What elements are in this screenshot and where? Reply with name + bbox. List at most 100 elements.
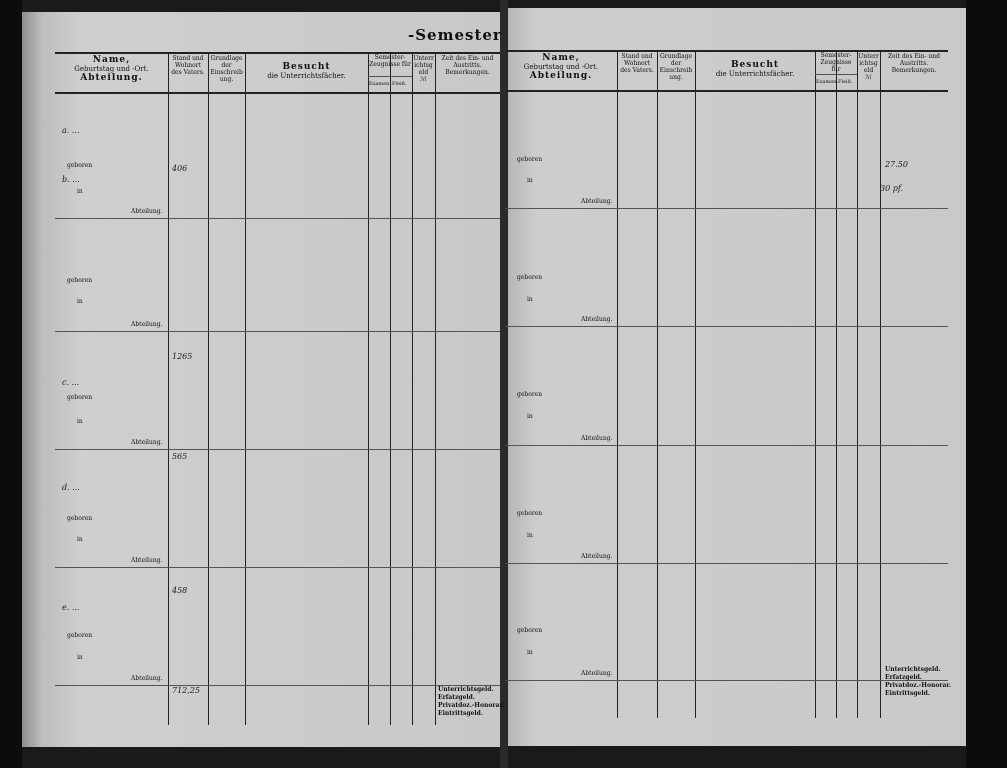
book-edge-right [966,0,1007,768]
left-column-rule [245,52,246,725]
left-section-rule [55,331,500,332]
right-header-grundlage: Grundlage der Einschreibung. [659,53,693,81]
handwritten-section-e: e. ... [62,603,80,612]
right-header-zeit: Zeit des Ein- und Austritts. Bemerkungen… [887,53,940,74]
handwritten-section-a: a. ... [62,126,80,135]
footer-fee-label: Unterrichtsgeld. [885,666,941,673]
header-unterricht-unit: ℳ [865,74,872,81]
right-row-dept-label: Abteilung. [581,553,613,560]
left-row-dept-label: Abteilung. [131,675,163,682]
left-column-rule [168,52,169,725]
handwritten-total: 458 [172,586,188,595]
right-column-rule [695,50,696,718]
right-row-born-label: geboren [517,274,543,281]
left-row-in-label: in [77,418,83,425]
handwritten-total: 1265 [172,352,193,361]
left-column-rule [435,52,436,725]
left-row-dept-label: Abteilung. [131,557,163,564]
right-row-born-label: geboren [517,156,543,163]
left-row-in-label: in [77,298,83,305]
footer-fee-label: Privatdoz.-Honorar. [438,702,505,709]
handwritten-section-b: b. ... [62,175,80,184]
left-column-rule [208,52,209,725]
left-row-dept-label: Abteilung. [131,321,163,328]
handwritten-section-d: d. ... [62,483,80,492]
right-row-born-label: geboren [517,510,543,517]
right-row-dept-label: Abteilung. [581,670,613,677]
right-footer-fees: Unterrichtsgeld. Erfatzgeld. Privatdoz.-Ho… [885,666,951,698]
right-section-rule [505,680,948,681]
right-row-in-label: in [527,649,533,656]
left-zeugnis-fleiss: Fleiß. [392,81,407,87]
footer-fee-label: Erfatzgeld. [438,694,475,701]
header-besucht2: die Unterrichtsfächer. [715,70,795,78]
footer-fee-label: Erfatzgeld. [885,674,922,681]
handwritten-total: 406 [172,164,188,173]
left-page [22,12,502,747]
footer-fee-label: Eintrittsgeld. [885,690,930,697]
right-row-in-label: in [527,413,533,420]
left-header-name: Name, Geburtstag und -Ort. Abteilung. [56,55,167,83]
right-section-rule [505,208,948,209]
right-row-in-label: in [527,532,533,539]
left-zeugnis-split [390,76,391,92]
right-column-rule [836,50,837,718]
right-column-rule [617,50,618,718]
right-row-dept-label: Abteilung. [581,198,613,205]
left-section-rule [55,218,500,219]
right-page [506,8,966,746]
right-column-rule [880,50,881,718]
left-row-born-label: geboren [67,515,93,522]
right-column-rule [657,50,658,718]
right-zeugnis-examen: Examen. [816,79,838,85]
right-row-dept-label: Abteilung. [581,435,613,442]
left-header-unterricht: Unterrichtsgeld ℳ [413,55,434,83]
right-row-born-label: geboren [517,391,543,398]
header-besucht: Besucht [282,62,331,72]
left-row-born-label: geboren [67,162,93,169]
footer-fee-label: Privatdoz.-Honorar. [885,682,952,689]
header-name2: Geburtstag und -Ort. [523,63,599,71]
book-edge-left [0,0,22,768]
left-header-besucht: Besucht die Unterrichtsfächer. [246,62,367,80]
handwritten-total: 565 [172,452,188,461]
right-row-in-label: in [527,296,533,303]
right-zeugnis-fleiss: Fleiß. [838,79,853,85]
right-section-rule [505,326,948,327]
handwritten-total-right: 30 pf. [880,184,904,193]
left-header-top-rule [55,52,500,54]
left-zeugnis-examen: Examen. [369,81,391,87]
header-name3: Abteilung. [80,73,143,83]
left-column-rule [368,52,369,725]
left-section-rule [55,685,500,686]
header-unterricht-label: Unterrichtsgeld [858,53,879,74]
left-row-in-label: in [77,536,83,543]
footer-fee-label: Eintrittsgeld. [438,710,483,717]
handwritten-section-c: c. ... [62,378,80,387]
handwritten-total-right: 27.50 [885,160,908,169]
header-name: Name, [92,55,131,65]
header-besucht: Besucht [730,60,780,70]
left-column-rule [390,52,391,725]
right-header-stand: Stand und Wohnort des Vaters. [620,53,654,74]
header-name3: Abteilung. [529,71,593,81]
header-name2: Geburtstag und -Ort. [74,65,149,73]
left-header-stand: Stand und Wohnort des Vaters. [171,55,205,76]
left-column-rule [412,52,413,725]
left-header-zeit: Zeit des Ein- und Austritts. Bemerkungen… [441,55,494,76]
left-header-grundlage: Grundlage der Einschreibung. [210,55,243,83]
header-name: Name, [542,53,580,63]
right-header-bottom-rule [505,90,948,92]
left-row-dept-label: Abteilung. [131,439,163,446]
right-header-besucht: Besucht die Unterrichtsfächer. [696,60,814,78]
right-header-unterricht: Unterrichtsgeld ℳ [858,53,879,81]
right-header-top-rule [505,50,948,52]
header-unterricht-unit: ℳ [420,76,427,83]
right-header-zeugnisse: Semester-Zeugnisse für [820,52,852,73]
left-section-rule [55,449,500,450]
right-row-in-label: in [527,177,533,184]
right-header-name: Name, Geburtstag und -Ort. Abteilung. [506,53,616,81]
semester-title: -Semester [408,26,502,44]
right-column-rule [857,50,858,718]
left-row-in-label: in [77,654,83,661]
